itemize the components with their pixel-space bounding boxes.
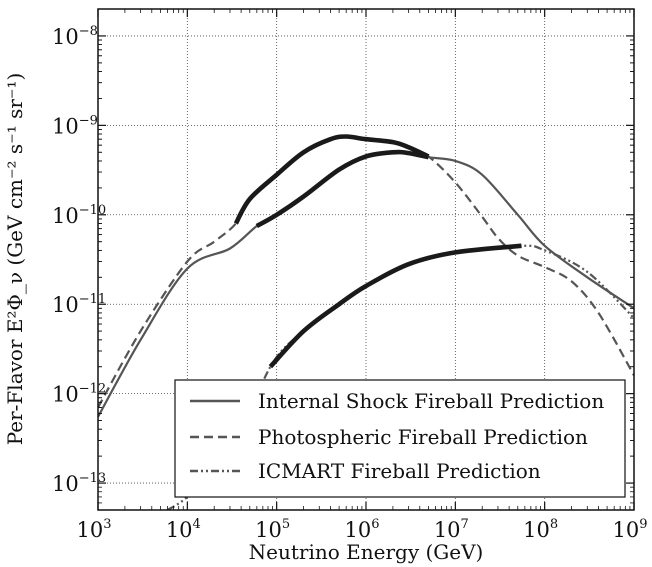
legend-box <box>174 379 626 498</box>
highlight-segment <box>233 134 430 225</box>
x-tick-label: 105 <box>255 517 290 542</box>
series-line-icmart <box>166 244 634 510</box>
legend-label-icmart: ICMART Fireball Prediction <box>258 459 541 483</box>
y-tick-label: 10−9 <box>52 113 98 138</box>
legend-label-internal-shock: Internal Shock Fireball Prediction <box>258 389 604 413</box>
x-axis-ticks: 103 104 105 106 107 108 109 <box>76 9 648 542</box>
x-tick-label: 104 <box>166 517 201 542</box>
y-tick-label: 10−11 <box>52 292 106 317</box>
legend: Internal Shock Fireball Prediction Photo… <box>174 379 626 498</box>
y-tick-label: 10−8 <box>52 24 98 49</box>
y-tick-label: 10−10 <box>52 203 106 228</box>
highlight-segment <box>268 243 522 369</box>
y-axis-ticks: 10−13 10−12 10−11 10−10 10−9 10−8 <box>52 24 634 504</box>
x-tick-label: 108 <box>523 517 558 542</box>
highlight-segment <box>255 149 429 229</box>
y-axis-label: Per-Flavor E²Φ_ν (GeV cm⁻² s⁻¹ sr⁻¹) <box>3 73 27 446</box>
x-tick-label: 107 <box>434 517 469 542</box>
x-tick-label: 106 <box>344 517 379 542</box>
highlighted-segments <box>233 134 522 369</box>
x-tick-label: 109 <box>612 517 647 542</box>
y-tick-label: 10−13 <box>52 471 106 496</box>
legend-label-photospheric: Photospheric Fireball Prediction <box>258 425 588 449</box>
y-tick-label: 10−12 <box>52 382 106 407</box>
x-tick-label: 103 <box>76 517 111 542</box>
x-axis-label: Neutrino Energy (GeV) <box>249 540 484 564</box>
